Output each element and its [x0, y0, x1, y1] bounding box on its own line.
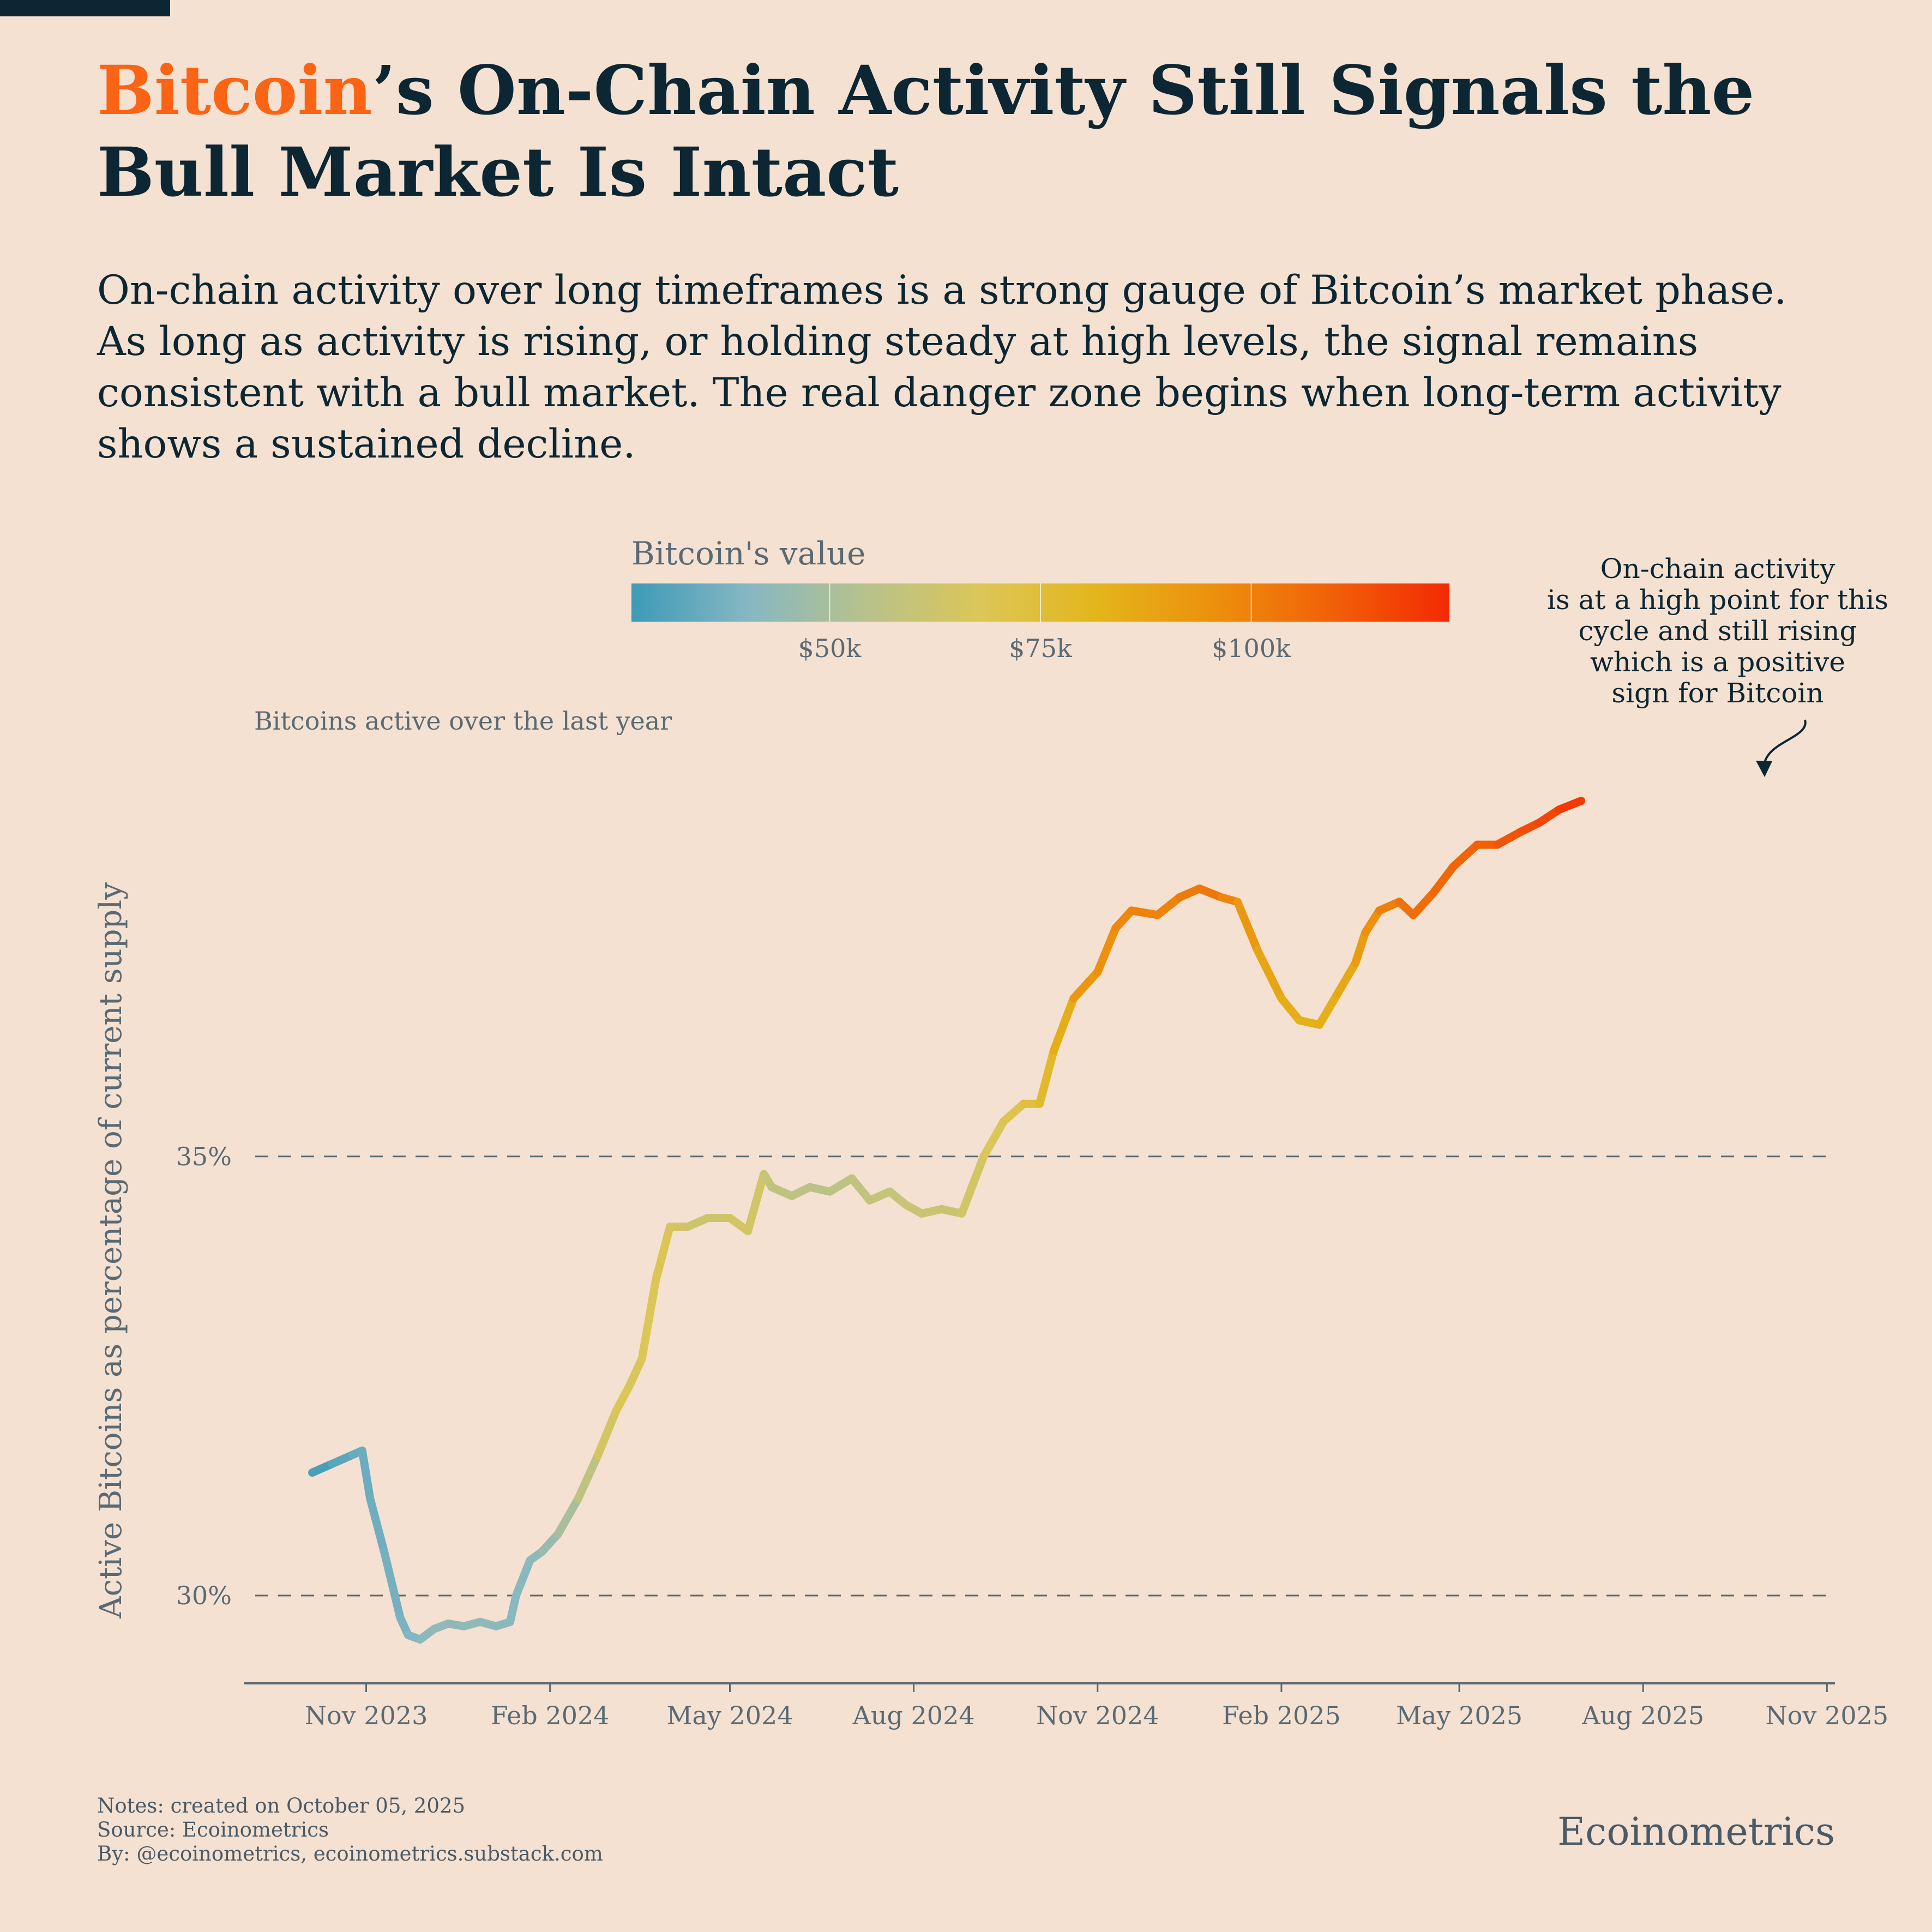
series-segment	[358, 1446, 375, 1503]
annotation-line-1: On-chain activity	[1600, 553, 1835, 585]
series-segment	[958, 1152, 988, 1218]
series-segment	[366, 1495, 388, 1556]
series-line	[308, 797, 1586, 1644]
annotation-line-3: cycle and still rising	[1578, 615, 1857, 647]
series-label: Bitcoins active over the last year	[254, 706, 672, 736]
series-segment	[1233, 898, 1262, 954]
y-axis-label: Active Bitcoins as percentage of current…	[93, 882, 129, 1619]
x-tick-label: May 2025	[1396, 1701, 1522, 1730]
series-segment	[612, 1381, 634, 1416]
series-segment	[1493, 827, 1526, 849]
series-segment	[1153, 893, 1184, 919]
colorbar-tick-label: $75k	[1009, 634, 1073, 663]
colorbar-ticks: $50k $75k $100k	[798, 583, 1291, 663]
page-subtitle: On-chain activity over long timeframes i…	[97, 267, 1787, 467]
series-segment	[744, 1170, 768, 1236]
x-tick-label: Nov 2024	[1036, 1701, 1159, 1730]
x-tick-label: Feb 2024	[491, 1701, 610, 1730]
y-tick-label: 35%	[176, 1142, 232, 1171]
page-title: Bitcoin’s On-Chain Activity Still Signal…	[97, 50, 1787, 214]
series-segment	[1000, 1099, 1028, 1126]
series-segment	[594, 1407, 621, 1459]
colorbar-tick-label: $50k	[798, 634, 862, 663]
series-segment	[1069, 968, 1102, 1003]
series-segment	[1036, 1047, 1058, 1108]
brand-logo-text: Ecoinometrics	[1557, 1809, 1835, 1854]
series-segment	[979, 1117, 1008, 1161]
colorbar-tick-label: $100k	[1212, 634, 1291, 663]
series-segment	[1361, 906, 1383, 937]
series-segment	[380, 1547, 405, 1622]
series-segment	[847, 1174, 874, 1205]
series-segment	[1333, 959, 1359, 998]
colorbar: Bitcoin's value $50k $75k $100k	[631, 535, 1449, 663]
x-ticks: Nov 2023 Feb 2024 May 2024 Aug 2024 Nov 2024…	[305, 1683, 1888, 1730]
series-segment	[1127, 906, 1162, 919]
y-tick-label: 30%	[176, 1581, 232, 1610]
annotation: On-chain activity is at a high point for…	[1547, 553, 1888, 777]
source-text: Source: Ecoinometrics	[97, 1818, 329, 1841]
x-tick-label: Nov 2025	[1766, 1701, 1889, 1730]
series-segment	[1253, 946, 1286, 1003]
annotation-arrowhead	[1756, 761, 1772, 777]
x-tick-label: Nov 2023	[305, 1701, 428, 1730]
x-tick-label: May 2024	[666, 1701, 793, 1730]
colorbar-title: Bitcoin's value	[631, 535, 866, 572]
series-segment	[511, 1556, 534, 1600]
x-tick-label: Aug 2025	[1581, 1701, 1704, 1730]
series-segment	[1351, 928, 1370, 967]
series-segment	[1449, 840, 1482, 871]
annotation-line-5: sign for Bitcoin	[1611, 677, 1823, 709]
series-segment	[637, 1275, 660, 1363]
series-segment	[553, 1495, 582, 1538]
series-segment	[1277, 994, 1304, 1025]
series-segment	[826, 1174, 856, 1196]
series-segment	[505, 1591, 520, 1626]
by-text: By: @ecoinometrics, ecoinometrics.substa…	[97, 1842, 603, 1865]
series-segment	[625, 1354, 646, 1389]
annotation-line-2: is at a high point for this	[1547, 584, 1888, 616]
gridlines	[255, 1155, 1835, 1597]
series-segment	[1315, 990, 1341, 1029]
annotation-arrow	[1762, 719, 1807, 771]
annotation-line-4: which is a positive	[1590, 646, 1845, 678]
x-tick-label: Feb 2025	[1222, 1701, 1341, 1730]
series-segment	[1049, 994, 1078, 1055]
corner-accent-bar	[0, 0, 170, 16]
series-segment	[1409, 889, 1437, 919]
notes-text: Notes: created on October 05, 2025	[97, 1794, 466, 1817]
series-segment	[574, 1450, 603, 1503]
series-segment	[1555, 797, 1586, 814]
title-rest: ’s On-Chain Activity Still Signals the B…	[97, 51, 1755, 212]
series-segment	[1429, 862, 1458, 898]
series-segment	[652, 1223, 675, 1284]
series-segment	[1093, 924, 1120, 977]
y-ticks: 30% 35%	[176, 1142, 232, 1610]
x-tick-label: Aug 2024	[852, 1701, 975, 1730]
footer-notes: Notes: created on October 05, 2025 Sourc…	[97, 1794, 603, 1866]
title-accent: Bitcoin	[97, 51, 372, 130]
